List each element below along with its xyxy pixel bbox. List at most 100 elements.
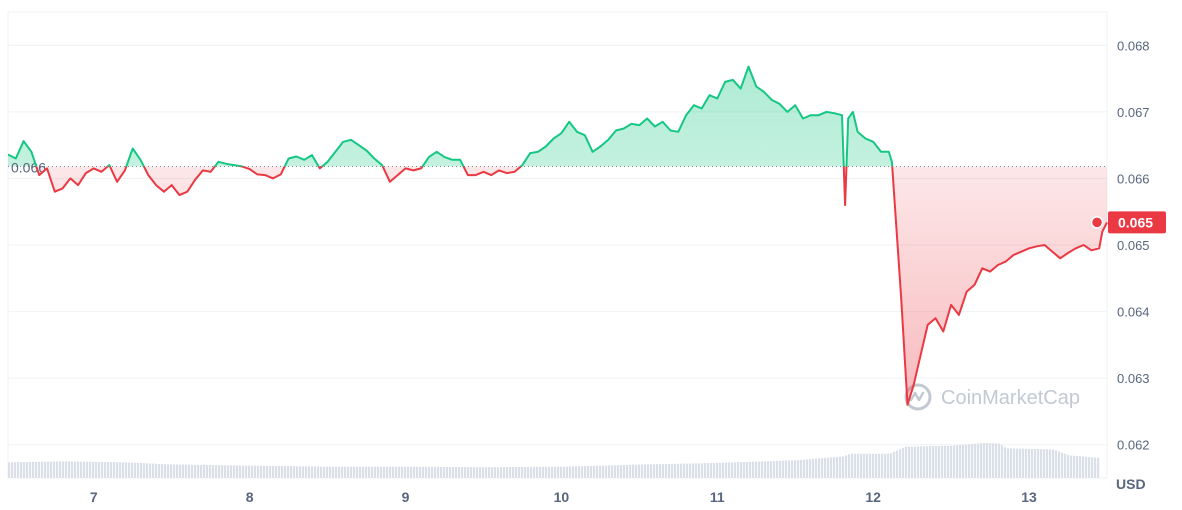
volume-bar (812, 458, 815, 478)
volume-bar (428, 466, 431, 478)
volume-bar (719, 462, 722, 478)
volume-bar (365, 466, 368, 478)
volume-bar (779, 460, 782, 478)
volume-bar (488, 467, 491, 478)
volume-bar (1019, 448, 1022, 478)
volume-bar (1025, 448, 1028, 478)
volume-bar (593, 465, 596, 478)
volume-bar (689, 463, 692, 478)
volume-bar (635, 464, 638, 478)
volume-bar (803, 459, 806, 478)
volume-bar (119, 462, 122, 478)
volume-bar (851, 453, 854, 478)
volume-bar (1097, 457, 1100, 478)
volume-bar (701, 463, 704, 478)
volume-bar (869, 453, 872, 478)
volume-bar (497, 467, 500, 478)
volume-bar (413, 466, 416, 478)
volume-bar (320, 466, 323, 478)
volume-bar (797, 460, 800, 478)
volume-bar (677, 463, 680, 478)
volume-bar (221, 465, 224, 478)
volume-bar (863, 453, 866, 478)
volume-bar (959, 444, 962, 478)
volume-bar (62, 461, 65, 478)
volume-bar (866, 453, 869, 478)
volume-bar (29, 461, 32, 478)
volume-bar (260, 465, 263, 478)
volume-bar (557, 466, 560, 478)
volume-bar (56, 461, 59, 478)
y-tick-label: 0.066 (1117, 171, 1150, 186)
volume-bar (980, 443, 983, 478)
volume-bar (740, 462, 743, 478)
x-tick-label: 10 (554, 489, 570, 505)
volume-bar (683, 463, 686, 478)
volume-bar (32, 461, 35, 478)
volume-bar (446, 466, 449, 478)
volume-bar (692, 463, 695, 478)
volume-bar (560, 466, 563, 478)
volume-bar (491, 467, 494, 478)
volume-bar (389, 466, 392, 478)
volume-bar (110, 462, 113, 478)
volume-bar (1022, 448, 1025, 478)
volume-bar (986, 443, 989, 478)
current-price-tag[interactable]: 0.065 (1090, 211, 1167, 234)
volume-bar (815, 458, 818, 478)
volume-bar (83, 461, 86, 478)
volume-bar (356, 466, 359, 478)
x-tick-label: 13 (1021, 489, 1037, 505)
volume-bar (563, 466, 566, 478)
volume-bar (665, 463, 668, 478)
volume-bar (614, 465, 617, 478)
volume-bar (848, 454, 851, 478)
volume-bar (932, 446, 935, 478)
volume-bar (644, 464, 647, 478)
volume-bar (1085, 456, 1088, 478)
volume-bar (1061, 452, 1064, 478)
volume-bar (743, 462, 746, 478)
volume-bar (947, 445, 950, 478)
volume-bar (602, 465, 605, 478)
volume-bar (857, 453, 860, 478)
volume-bar (263, 465, 266, 478)
x-tick-label: 9 (402, 489, 410, 505)
volume-bar (227, 465, 230, 478)
y-tick-label: 0.064 (1117, 305, 1150, 320)
volume-bar (509, 467, 512, 478)
volume-bar (578, 466, 581, 478)
volume-bar (290, 466, 293, 478)
volume-bar (1037, 449, 1040, 478)
volume-bar (584, 466, 587, 478)
volume-bar (92, 461, 95, 478)
volume-bar (332, 466, 335, 478)
volume-bar (668, 463, 671, 478)
volume-bar (272, 465, 275, 478)
watermark: CoinMarketCap (904, 383, 1080, 411)
volume-bar (11, 462, 14, 478)
volume-bar (710, 463, 713, 478)
volume-bar (470, 467, 473, 478)
volume-bar (140, 463, 143, 478)
volume-bar (440, 466, 443, 478)
volume-bar (284, 466, 287, 478)
volume-bar (953, 445, 956, 478)
volume-bar (158, 463, 161, 478)
volume-bar (410, 466, 413, 478)
volume-bar (188, 464, 191, 478)
volume-bar (104, 462, 107, 478)
volume-bar (35, 461, 38, 478)
volume-bar (755, 461, 758, 478)
volume-bar (752, 461, 755, 478)
volume-bar (926, 446, 929, 478)
volume-bar (737, 462, 740, 478)
volume-bar (1055, 450, 1058, 478)
volume-bar (194, 464, 197, 478)
volume-bar (479, 467, 482, 478)
volume-bar (122, 462, 125, 478)
volume-bar (806, 459, 809, 478)
volume-bar (923, 446, 926, 478)
volume-bar (248, 465, 251, 478)
